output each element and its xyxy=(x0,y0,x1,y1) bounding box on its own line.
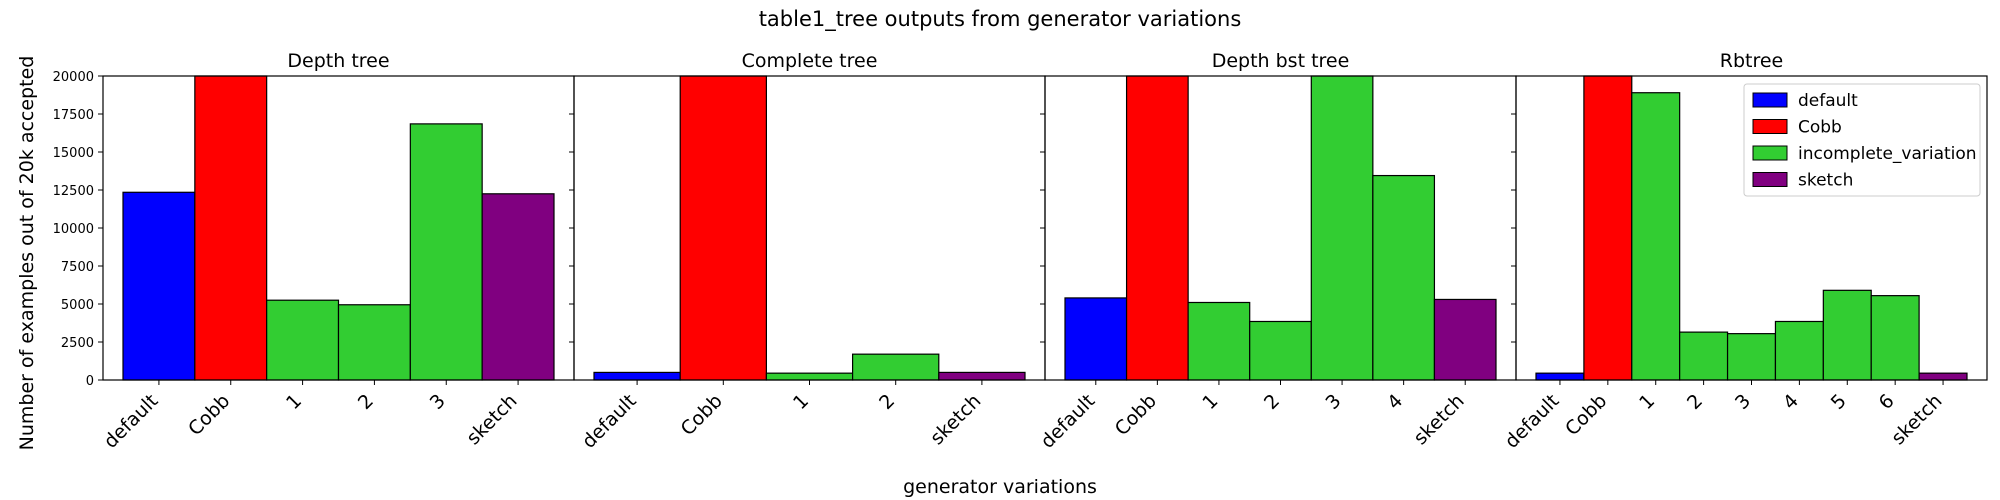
bar xyxy=(1064,297,1128,381)
y-tick-label: 20000 xyxy=(53,70,94,85)
bar xyxy=(1774,320,1824,381)
x-tick-label: 2 xyxy=(1260,390,1284,414)
subplot-0: Depth tree default Cobb 1 2 3 sketch 0 2500 5000 7… xyxy=(53,50,575,453)
x-tick-label: Cobb xyxy=(1561,390,1611,440)
x-tick-label: 1 xyxy=(1635,390,1659,414)
x-axis-label: generator variations xyxy=(903,476,1097,498)
bar xyxy=(194,75,268,381)
x-tick-label: default xyxy=(578,390,641,453)
x-tick-label: 4 xyxy=(1779,390,1803,414)
x-tick-label: Cobb xyxy=(1111,390,1161,440)
bar xyxy=(1679,331,1729,381)
x-tick-label: 4 xyxy=(1383,390,1407,414)
x-tick-label: 1 xyxy=(1198,390,1222,414)
bar xyxy=(851,353,940,381)
bar xyxy=(1125,75,1189,381)
subplot-title: Depth tree xyxy=(287,50,389,72)
subplot-title: Depth bst tree xyxy=(1212,50,1350,72)
y-tick-label: 5000 xyxy=(61,298,94,313)
bar xyxy=(1249,320,1312,381)
bar xyxy=(1918,372,1968,381)
y-tick-label: 17500 xyxy=(53,108,94,123)
x-tick-label: sketch xyxy=(1409,390,1468,449)
x-tick-label: 1 xyxy=(282,390,306,414)
legend-label: incomplete_variation xyxy=(1798,144,1977,164)
bar xyxy=(1433,298,1497,381)
legend-box xyxy=(1743,83,1981,197)
y-tick-label: 0 xyxy=(86,374,94,389)
bar xyxy=(1535,372,1585,381)
bar xyxy=(679,75,768,381)
x-tick-label: 6 xyxy=(1875,390,1899,414)
legend-swatch xyxy=(1752,145,1788,161)
bar xyxy=(1726,333,1777,381)
bar xyxy=(1583,75,1633,381)
x-tick-label: 3 xyxy=(426,390,450,414)
x-tick-label: 2 xyxy=(1683,390,1707,414)
bar xyxy=(266,299,340,381)
x-tick-label: default xyxy=(100,390,163,453)
x-tick-label: 2 xyxy=(875,390,899,414)
subplot-1: Complete tree default Cobb 1 2 sketch xyxy=(569,50,1046,453)
chart-title: table1_tree outputs from generator varia… xyxy=(759,7,1242,32)
y-tick-label: 2500 xyxy=(61,336,94,351)
x-tick-label: Cobb xyxy=(184,390,234,440)
x-tick-label: 1 xyxy=(789,390,813,414)
x-tick-label: 3 xyxy=(1321,390,1345,414)
subplot-title: Complete tree xyxy=(742,50,878,72)
legend-label: Cobb xyxy=(1798,118,1842,138)
bar xyxy=(1310,75,1374,381)
bar xyxy=(481,193,555,381)
x-tick-label: sketch xyxy=(1887,390,1946,449)
bar xyxy=(122,191,196,381)
x-tick-label: 5 xyxy=(1827,390,1851,414)
axes-frame xyxy=(573,75,1046,381)
x-tick-label: default xyxy=(1501,390,1564,453)
x-tick-label: sketch xyxy=(926,390,985,449)
legend-swatch xyxy=(1752,172,1788,187)
y-axis-label: Number of examples out of 20k accepted xyxy=(16,56,38,451)
bar xyxy=(1631,92,1681,381)
x-tick-label: Cobb xyxy=(677,390,727,440)
y-tick-label: 12500 xyxy=(53,184,94,199)
bar xyxy=(1870,295,1920,381)
bar xyxy=(593,371,681,381)
bar xyxy=(1822,289,1872,381)
bar xyxy=(765,372,854,381)
bar xyxy=(1372,174,1436,381)
legend-label: sketch xyxy=(1798,171,1853,191)
x-tick-label: 2 xyxy=(354,390,378,414)
y-tick-label: 7500 xyxy=(61,260,94,275)
bar xyxy=(1187,301,1251,381)
subplot-title: Rbtree xyxy=(1720,50,1784,72)
x-tick-label: default xyxy=(1036,390,1099,453)
x-tick-label: 3 xyxy=(1731,390,1755,414)
legend-swatch xyxy=(1752,119,1788,134)
bar xyxy=(938,371,1026,381)
y-tick-label: 10000 xyxy=(53,222,94,237)
legend-label: default xyxy=(1798,91,1858,111)
y-tick-label: 15000 xyxy=(53,146,94,161)
x-tick-label: sketch xyxy=(462,390,521,449)
legend-swatch xyxy=(1752,92,1788,108)
axes-frame xyxy=(1515,75,1988,381)
bar xyxy=(337,304,411,381)
subplot-2: Depth bst tree default Cobb 1 2 3 4 sketch xyxy=(1036,50,1517,453)
bar xyxy=(409,123,483,381)
